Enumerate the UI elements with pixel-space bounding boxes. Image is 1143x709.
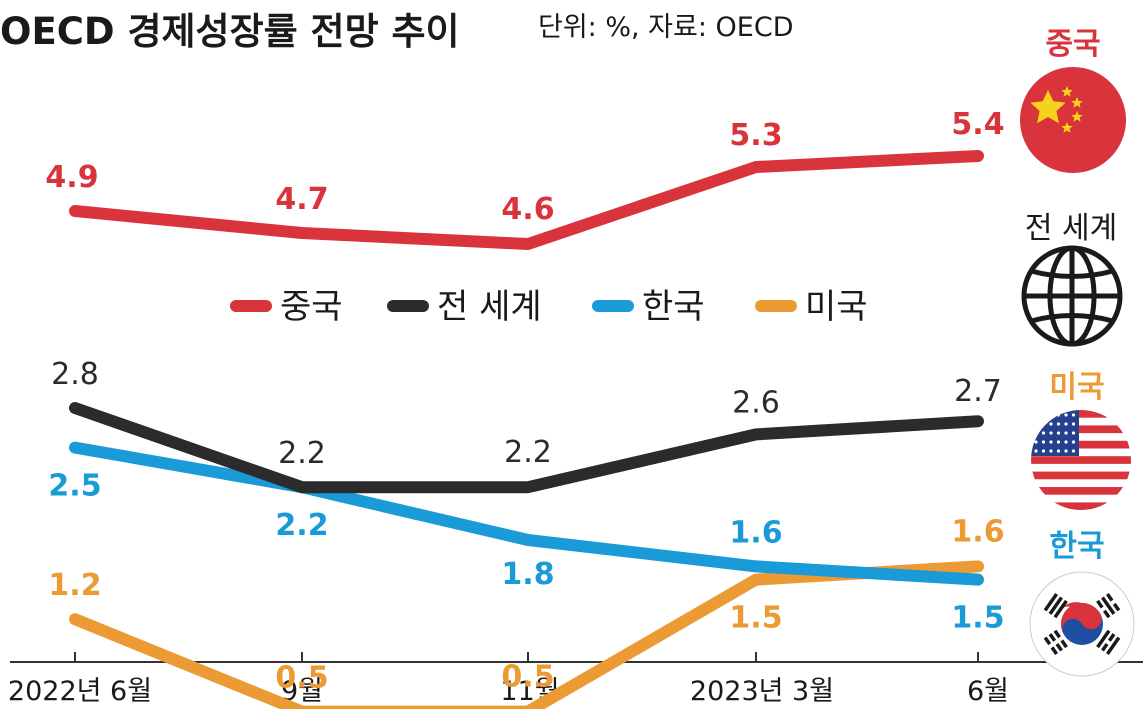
data-label: 4.7: [275, 182, 328, 217]
x-tick-label: 2022년 6월: [8, 676, 152, 707]
legend-label: 전 세계: [437, 287, 542, 327]
data-label: 5.3: [729, 118, 782, 153]
data-label: 2.6: [732, 385, 780, 420]
data-label: 4.6: [501, 192, 554, 227]
legend-label: 미국: [805, 287, 868, 327]
side-label-world: 전 세계: [1025, 211, 1117, 246]
data-label: 2.2: [278, 436, 326, 471]
data-label: 1.5: [729, 601, 782, 636]
x-tick-label: 6월: [967, 676, 1009, 707]
globe-icon: [1021, 245, 1123, 347]
data-label: 2.5: [48, 469, 101, 504]
korea-flag-icon: [1029, 571, 1135, 677]
series-line-0: [69, 150, 984, 250]
data-label: 2.2: [504, 435, 552, 470]
data-label: 5.4: [951, 107, 1004, 142]
data-label: 2.7: [954, 374, 1002, 409]
chart-subtitle: 단위: %, 자료: OECD: [538, 12, 794, 43]
data-label: 4.9: [45, 160, 98, 195]
us-flag-icon: [1031, 410, 1131, 510]
legend: 중국 전 세계 한국 미국: [230, 287, 868, 327]
data-label: 1.5: [951, 601, 1004, 636]
legend-label: 한국: [642, 287, 705, 327]
data-label: 1.6: [729, 515, 782, 550]
data-label: 2.8: [51, 357, 99, 392]
series-line-1: [69, 402, 984, 494]
data-label: 0.5: [501, 660, 554, 695]
data-label: 0.5: [275, 661, 328, 696]
data-label: 1.6: [951, 514, 1004, 549]
chart-title: OECD 경제성장률 전망 추이: [0, 10, 460, 53]
side-label-korea: 한국: [1049, 529, 1104, 564]
data-label: 1.2: [48, 568, 101, 603]
side-label-usa: 미국: [1049, 370, 1104, 405]
legend-label: 중국: [280, 287, 343, 327]
side-label-china: 중국: [1045, 27, 1100, 62]
series-line-2: [69, 441, 984, 586]
data-label: 1.8: [501, 557, 554, 592]
data-label: 2.2: [275, 508, 328, 543]
china-flag-icon: [1020, 67, 1126, 173]
x-tick-label: 2023년 3월: [690, 676, 834, 707]
